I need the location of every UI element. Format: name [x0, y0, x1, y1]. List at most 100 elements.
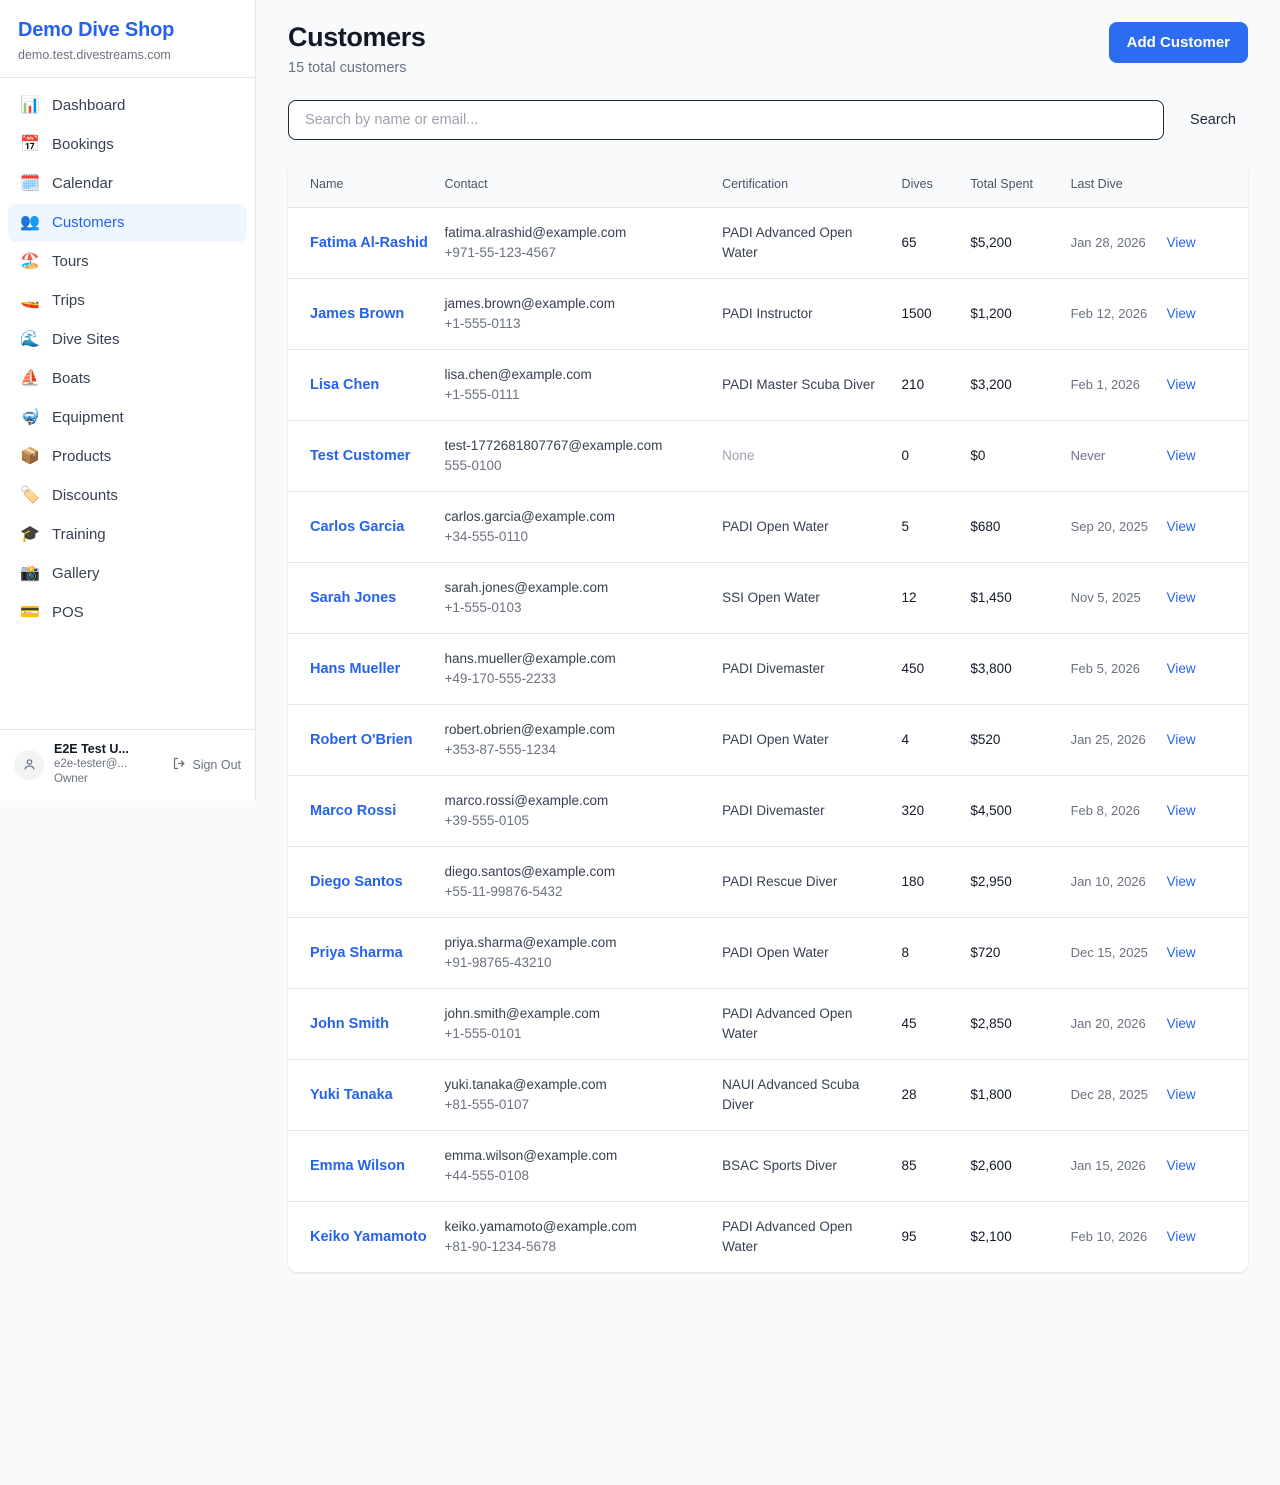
cell-contact: james.brown@example.com +1-555-0113	[444, 278, 723, 350]
sidebar-item-training[interactable]: 🎓 Training	[8, 516, 247, 554]
calendar-icon: 🗓️	[20, 175, 40, 192]
customer-phone: +44-555-0108	[444, 1168, 529, 1183]
view-link[interactable]: View	[1166, 1016, 1196, 1031]
sidebar-item-tours[interactable]: 🏖️ Tours	[8, 243, 247, 281]
cell-actions: View	[1166, 562, 1248, 634]
cell-dives: 85	[901, 1130, 971, 1202]
sidebar-item-gallery[interactable]: 📸 Gallery	[8, 555, 247, 593]
cell-dives: 0	[901, 420, 971, 492]
view-link[interactable]: View	[1166, 945, 1196, 960]
cell-name: Emma Wilson	[288, 1130, 445, 1202]
view-link[interactable]: View	[1166, 803, 1196, 818]
sidebar-item-discounts[interactable]: 🏷️ Discounts	[8, 477, 247, 515]
customer-email: marco.rossi@example.com	[444, 793, 609, 808]
cell-dives: 180	[901, 846, 971, 918]
table-row: Hans Mueller hans.mueller@example.com +49-…	[288, 633, 1248, 705]
cell-dives: 12	[901, 562, 971, 634]
sidebar-item-boats[interactable]: ⛵ Boats	[8, 360, 247, 398]
view-link[interactable]: View	[1166, 1229, 1196, 1244]
customer-name-link[interactable]: John Smith	[310, 1016, 389, 1032]
customer-phone: +34-555-0110	[444, 529, 528, 544]
sidebar-item-label: Training	[52, 526, 106, 543]
cell-contact: john.smith@example.com +1-555-0101	[444, 988, 723, 1060]
cell-last-dive: Never	[1070, 420, 1167, 492]
cell-certification: PADI Advanced Open Water	[722, 988, 902, 1060]
sign-out-button[interactable]: Sign Out	[172, 756, 241, 774]
search-input[interactable]	[288, 100, 1165, 140]
customer-name-link[interactable]: Test Customer	[310, 448, 411, 464]
col-header-dives: Dives	[901, 162, 971, 208]
customer-name-link[interactable]: Priya Sharma	[310, 945, 403, 961]
sailboat-icon: ⛵	[20, 370, 40, 387]
sidebar-item-calendar[interactable]: 🗓️ Calendar	[8, 165, 247, 203]
cell-last-dive: Jan 20, 2026	[1070, 988, 1167, 1060]
table-row: Sarah Jones sarah.jones@example.com +1-555…	[288, 562, 1248, 634]
diving-mask-icon: 🤿	[20, 409, 40, 426]
add-customer-button[interactable]: Add Customer	[1108, 22, 1248, 63]
cell-total-spent: $1,450	[970, 562, 1071, 634]
cell-contact: test-1772681807767@example.com 555-0100	[444, 420, 723, 492]
cell-certification: PADI Advanced Open Water	[722, 1219, 853, 1254]
main-content: Customers 15 total customers Add Custome…	[256, 0, 1280, 1485]
customer-name-link[interactable]: Emma Wilson	[310, 1158, 405, 1174]
customer-phone: +81-90-1234-5678	[444, 1239, 556, 1254]
customer-name-link[interactable]: Robert O'Brien	[310, 732, 413, 748]
cell-contact: priya.sharma@example.com +91-98765-43210	[444, 917, 723, 989]
customer-name-link[interactable]: Carlos Garcia	[310, 519, 405, 535]
customer-name-link[interactable]: Sarah Jones	[310, 590, 397, 606]
people-icon: 👥	[20, 214, 40, 231]
customers-table-card: Name Contact Certification Dives Total S…	[288, 162, 1248, 1272]
view-link[interactable]: View	[1166, 1087, 1196, 1102]
col-header-name: Name	[288, 162, 445, 208]
cell-certification: PADI Rescue Diver	[722, 846, 902, 918]
sign-out-label: Sign Out	[192, 757, 241, 772]
view-link[interactable]: View	[1166, 874, 1196, 889]
cell-contact: keiko.yamamoto@example.com +81-90-1234-56…	[445, 1202, 723, 1273]
sidebar-item-pos[interactable]: 💳 POS	[8, 594, 247, 632]
customer-phone: +91-98765-43210	[444, 955, 552, 970]
sidebar-item-dive-sites[interactable]: 🌊 Dive Sites	[8, 321, 247, 359]
avatar	[14, 749, 44, 780]
cell-last-dive: Nov 5, 2025	[1070, 562, 1167, 634]
view-link[interactable]: View	[1166, 732, 1196, 747]
graduation-cap-icon: 🎓	[20, 526, 40, 543]
view-link[interactable]: View	[1166, 590, 1196, 605]
cell-contact: hans.mueller@example.com +49-170-555-2233	[444, 633, 723, 705]
search-button[interactable]: Search	[1178, 104, 1248, 136]
sidebar-item-products[interactable]: 📦 Products	[8, 438, 247, 476]
customer-email: keiko.yamamoto@example.com	[444, 1219, 637, 1234]
cell-dives: 28	[901, 1059, 971, 1131]
view-link[interactable]: View	[1166, 448, 1196, 463]
sidebar-item-bookings[interactable]: 📅 Bookings	[8, 126, 247, 164]
sidebar-item-dashboard[interactable]: 📊 Dashboard	[8, 87, 247, 125]
customer-name-link[interactable]: James Brown	[310, 306, 405, 322]
customer-name-link[interactable]: Fatima Al-Rashid	[310, 235, 428, 251]
customer-phone: +81-555-0107	[444, 1097, 529, 1112]
view-link[interactable]: View	[1166, 377, 1196, 392]
customer-name-link[interactable]: Yuki Tanaka	[310, 1087, 393, 1103]
sidebar-item-trips[interactable]: 🚤 Trips	[8, 282, 247, 320]
cell-contact: sarah.jones@example.com +1-555-0103	[444, 562, 723, 634]
customer-name-link[interactable]: Diego Santos	[310, 874, 403, 890]
col-header-actions	[1166, 162, 1248, 208]
customer-name-link[interactable]: Hans Mueller	[310, 661, 401, 677]
cell-certification: NAUI Advanced Scuba Diver	[722, 1059, 902, 1131]
view-link[interactable]: View	[1166, 519, 1196, 534]
table-row: Priya Sharma priya.sharma@example.com +91-…	[288, 917, 1248, 989]
view-link[interactable]: View	[1166, 306, 1196, 321]
customer-name-link[interactable]: Marco Rossi	[310, 803, 397, 819]
bar-chart-icon: 📊	[20, 97, 40, 114]
view-link[interactable]: View	[1166, 235, 1196, 250]
sidebar-item-equipment[interactable]: 🤿 Equipment	[8, 399, 247, 437]
cell-actions: View	[1166, 278, 1248, 350]
customer-name-link[interactable]: Keiko Yamamoto	[310, 1229, 427, 1245]
view-link[interactable]: View	[1166, 661, 1196, 676]
customer-phone: +39-555-0105	[444, 813, 529, 828]
sidebar-item-label: Calendar	[52, 175, 113, 192]
sidebar-item-customers[interactable]: 👥 Customers	[8, 204, 247, 242]
customer-phone: +1-555-0101	[444, 1026, 522, 1041]
view-link[interactable]: View	[1166, 1158, 1196, 1173]
customer-name-link[interactable]: Lisa Chen	[310, 377, 380, 393]
cell-actions: View	[1166, 1130, 1248, 1202]
table-row: Diego Santos diego.santos@example.com +55-…	[288, 846, 1248, 918]
